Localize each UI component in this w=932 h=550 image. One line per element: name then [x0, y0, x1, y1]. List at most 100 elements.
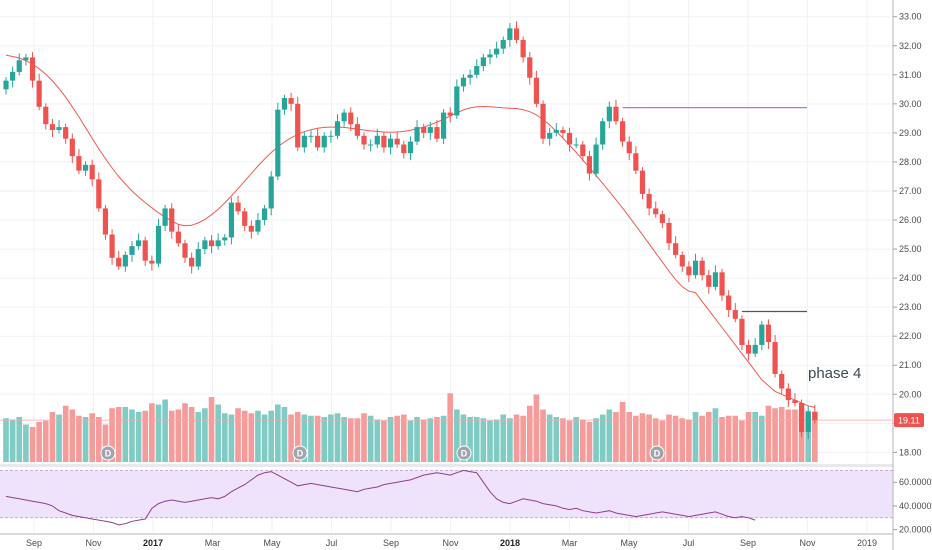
volume-bar [526, 405, 533, 462]
price-tick-label: 32.00 [899, 41, 922, 51]
candle-body [553, 129, 559, 133]
volume-bar [652, 418, 659, 462]
volume-bars [3, 393, 818, 462]
candle-body [189, 257, 195, 267]
candle-body [454, 86, 460, 116]
candle-body [308, 135, 314, 137]
candle-body [242, 211, 248, 226]
candle-body [520, 39, 526, 58]
volume-bar [361, 413, 367, 462]
volume-bar [712, 408, 719, 462]
volume-bar [480, 418, 487, 462]
volume-bar [752, 412, 759, 462]
volume-bar [56, 414, 62, 462]
volume-bar [500, 414, 507, 462]
candle-body [16, 60, 22, 72]
candle-body [480, 57, 486, 67]
candle-body [494, 48, 500, 55]
candle-body [792, 400, 798, 404]
candle-body [69, 138, 75, 157]
volume-bar [208, 397, 215, 462]
candle-body [43, 106, 49, 125]
volume-bar [321, 417, 328, 462]
volume-bar [672, 415, 679, 462]
candle-body [739, 318, 745, 345]
last-price-label: 19.11 [898, 416, 920, 426]
candle-body [401, 144, 407, 154]
price-axis[interactable]: 18.0019.0020.0021.0022.0023.0024.0025.00… [892, 0, 932, 550]
candle-body [109, 234, 115, 258]
candle-body [646, 193, 652, 209]
candle-body [195, 249, 201, 267]
volume-bar [215, 404, 221, 462]
candle-body [427, 127, 433, 133]
volume-bar [175, 409, 182, 462]
volume-bar [102, 424, 109, 462]
volume-bar [692, 412, 699, 462]
candlesticks[interactable] [3, 21, 818, 440]
candle-body [606, 106, 612, 122]
rsi-tick-label: 20.0000 [899, 525, 932, 535]
volume-bar [202, 408, 208, 462]
volume-bar [560, 418, 566, 462]
volume-bar [96, 417, 102, 462]
pane-divider [0, 464, 893, 467]
candle-body [600, 121, 606, 145]
price-tick-label: 29.00 [899, 128, 922, 138]
volume-bar [3, 418, 9, 462]
volume-bar [507, 418, 513, 462]
volume-bar [367, 415, 374, 462]
volume-bar [606, 409, 613, 462]
volume-bar [255, 410, 261, 462]
candle-body [474, 66, 480, 75]
volume-bar [745, 412, 752, 462]
price-tick-label: 21.00 [899, 360, 922, 370]
candle-body [706, 275, 712, 287]
volume-bar [467, 417, 473, 462]
volume-bar [387, 417, 394, 462]
phase-annotation[interactable]: phase 4 [808, 365, 861, 382]
candle-body [82, 164, 89, 171]
time-axis[interactable]: Sep Nov 2017 Mar May Jul Sep Nov 2018 Mar May Jul Se… [0, 533, 893, 548]
price-tick-label: 25.00 [899, 244, 922, 254]
candle-body [29, 57, 36, 81]
volume-bar [275, 404, 281, 462]
volume-bar [308, 415, 314, 462]
candle-body [586, 156, 593, 174]
candle-body [235, 202, 241, 212]
candle-body [467, 74, 473, 78]
volume-bar [241, 410, 248, 462]
volume-bar [619, 402, 626, 462]
candle-body [136, 240, 142, 247]
candle-body [49, 124, 56, 130]
volume-bar [162, 399, 168, 462]
volume-bar [168, 410, 175, 462]
rsi-line [5, 469, 756, 526]
candle-body [805, 411, 811, 433]
price-tick-label: 18.00 [899, 447, 922, 457]
candle-body [222, 237, 228, 241]
volume-bar [268, 410, 275, 462]
volume-bar [759, 415, 765, 462]
horizontal-levels[interactable] [0, 107, 893, 421]
candle-body [89, 164, 95, 180]
candle-body [487, 54, 493, 58]
volume-bar [301, 414, 308, 462]
volume-bar [182, 403, 188, 462]
candle-body [315, 135, 321, 148]
price-tick-label: 33.00 [899, 12, 922, 22]
candle-body [96, 179, 102, 209]
candle-body [547, 132, 553, 139]
time-tick-label: 2017 [143, 538, 163, 548]
volume-bar [334, 413, 341, 462]
volume-bar [155, 404, 162, 462]
time-tick-label: Mar [205, 538, 221, 548]
candle-body [295, 103, 301, 148]
volume-bar [699, 415, 705, 462]
volume-bar [261, 414, 268, 462]
candle-body [76, 156, 82, 171]
volume-bar [374, 419, 381, 462]
